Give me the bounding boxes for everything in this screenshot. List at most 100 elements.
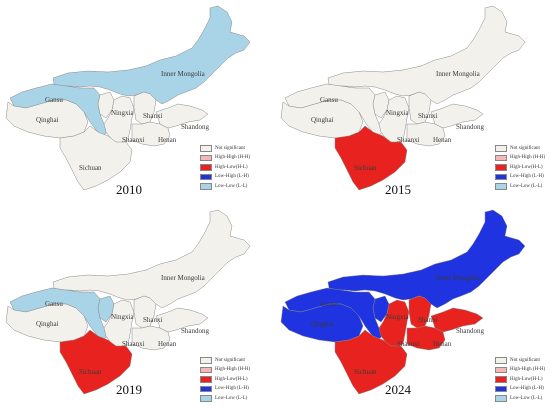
legend-item: Low-Low (L-L) [495,182,545,191]
province-shandong [430,103,484,129]
legend-item: Low-Low (L-L) [495,394,545,403]
legend-swatch [495,376,507,383]
label-shanxi: Shanxi [418,112,438,120]
province-sichuan [334,329,408,395]
legend-label: Low-High (L-H) [215,174,249,180]
label-gansu: Gansu [45,96,63,104]
legend-label: Not significant [215,146,245,151]
province-sichuan [59,329,133,395]
label-sichuan: Sichuan [354,164,377,172]
legend-swatch [495,154,507,162]
legend-label: Low-Low (L-L) [510,183,543,189]
label-qinghai: Qinghai [311,116,334,124]
label-shanxi: Shanxi [143,112,163,120]
year-label: 2024 [385,382,411,397]
province-ningxia [372,295,390,323]
legend-item: Not significant [200,144,250,153]
label-gansu: Gansu [45,300,63,308]
province-ningxia [97,295,115,323]
legend-item: High-High (H-H) [200,365,250,374]
legend-swatch [495,145,507,152]
map-legend: Not significant High-High (H-H) High-Low… [495,144,545,191]
province-ningxia [372,91,390,119]
legend-label: High-Low(H-L) [510,376,543,382]
legend-swatch [495,183,507,190]
map-panel-2015: Inner Mongolia Gansu Qinghai Ningxia Sha… [275,0,550,204]
legend-swatch [495,173,507,181]
legend-swatch [200,173,212,181]
label-shaanxi: Shaanxi [397,340,420,348]
label-inner-mongolia: Inner Mongolia [161,274,206,282]
map-panel-2010: Inner Mongolia Gansu Qinghai Ningxia Sha… [0,0,275,204]
legend-label: High-High (H-H) [215,155,251,161]
province-inner-mongolia [52,5,251,105]
legend-item: Not significant [495,144,545,153]
label-shaanxi: Shaanxi [122,136,145,144]
label-henan: Henan [433,136,452,144]
legend-swatch [495,164,507,171]
label-shanxi: Shanxi [143,316,163,324]
province-henan [131,121,171,147]
province-ningxia [97,91,115,119]
region-map: Inner Mongolia Gansu Qinghai Ningxia Sha… [5,5,251,191]
label-henan: Henan [158,136,177,144]
legend-item: High-Low(H-L) [200,163,250,172]
label-shandong: Shandong [181,327,210,335]
label-qinghai: Qinghai [311,320,334,328]
province-inner-mongolia [327,5,526,105]
province-qinghai [280,99,364,139]
legend-label: Not significant [215,358,245,363]
province-qinghai [5,303,89,343]
legend-item: High-High (H-H) [200,153,250,162]
label-sichuan: Sichuan [79,368,102,376]
province-shandong [155,307,209,333]
label-ningxia: Ningxia [386,313,409,321]
legend-swatch [200,376,212,383]
label-sichuan: Sichuan [79,164,102,172]
legend-swatch [200,145,212,152]
label-inner-mongolia: Inner Mongolia [436,274,481,282]
label-shaanxi: Shaanxi [397,136,420,144]
province-shanxi [408,295,432,329]
province-shanxi [133,91,157,125]
legend-swatch [200,357,212,364]
legend-item: Low-Low (L-L) [200,182,250,191]
province-henan [406,121,446,147]
legend-item: High-Low(H-L) [495,163,545,172]
label-ningxia: Ningxia [111,313,134,321]
legend-item: High-High (H-H) [495,153,545,162]
label-inner-mongolia: Inner Mongolia [436,70,481,78]
legend-swatch [495,366,507,374]
legend-item: High-High (H-H) [495,365,545,374]
province-henan [131,325,171,351]
legend-label: Low-Low (L-L) [510,395,543,401]
label-shandong: Shandong [456,123,485,131]
label-ningxia: Ningxia [386,109,409,117]
label-shandong: Shandong [181,123,210,131]
label-ningxia: Ningxia [111,109,134,117]
label-inner-mongolia: Inner Mongolia [161,70,206,78]
legend-label: High-High (H-H) [510,367,546,373]
legend-item: High-Low(H-L) [200,375,250,384]
legend-label: High-Low(H-L) [215,164,248,170]
label-henan: Henan [158,340,177,348]
legend-swatch [495,395,507,402]
region-map: Inner Mongolia Gansu Qinghai Ningxia Sha… [280,209,526,395]
legend-label: Not significant [510,146,540,151]
map-panel-2019: Inner Mongolia Gansu Qinghai Ningxia Sha… [0,204,275,408]
label-qinghai: Qinghai [36,116,59,124]
legend-item: Low-High (L-H) [495,384,545,393]
legend-swatch [200,395,212,402]
legend-label: High-High (H-H) [510,155,546,161]
province-shandong [155,103,209,129]
legend-label: Low-High (L-H) [510,386,544,392]
legend-swatch [200,164,212,171]
label-shanxi: Shanxi [418,316,438,324]
legend-label: Low-High (L-H) [215,386,249,392]
map-legend: Not significant High-High (H-H) High-Low… [200,144,250,191]
province-shandong [430,307,484,333]
legend-label: High-Low(H-L) [510,164,543,170]
legend-swatch [200,154,212,162]
legend-item: Not significant [495,356,545,365]
province-henan [406,325,446,351]
